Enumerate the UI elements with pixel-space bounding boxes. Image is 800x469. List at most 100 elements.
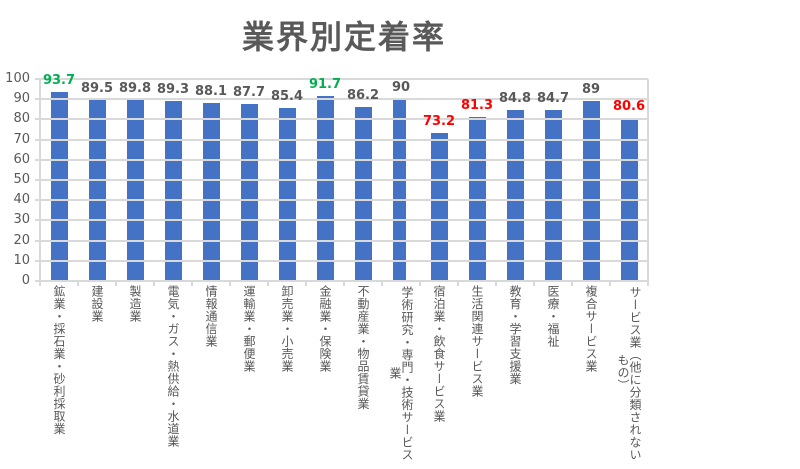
x-axis-tick xyxy=(571,281,573,286)
bar-value-label: 89 xyxy=(581,82,601,98)
x-axis-category-cell: 電気・ガス・熱供給・水道業 xyxy=(154,285,192,465)
y-axis-tick-label: 70 xyxy=(13,131,30,147)
gridline xyxy=(40,259,648,262)
y-axis-tick-label: 80 xyxy=(13,111,30,127)
x-axis-category-cell: 生活関連サービス業 xyxy=(458,285,496,465)
bar-value-label: 85.4 xyxy=(270,89,304,105)
y-axis-tick xyxy=(35,280,40,282)
chart-title: 業界別定着率 xyxy=(241,18,446,56)
gridline xyxy=(40,199,648,202)
bar xyxy=(240,103,258,281)
x-axis-category-label: 運輸業・郵便業 xyxy=(242,285,256,373)
bar-value-label: 89.3 xyxy=(156,81,190,97)
y-axis-tick xyxy=(35,98,40,101)
x-axis-category-cell: 鉱業・採石業・砂利採取業 xyxy=(40,285,78,465)
y-axis-tick xyxy=(35,78,40,80)
x-axis-category-label: 情報通信業 xyxy=(204,285,218,348)
x-axis-category-label: 製造業 xyxy=(128,285,142,323)
bar-value-label: 81.3 xyxy=(460,97,494,113)
y-axis-line xyxy=(39,79,41,283)
bar xyxy=(126,99,144,281)
y-axis-tick-label: 40 xyxy=(13,192,30,208)
y-axis-tick-label: 30 xyxy=(13,212,30,228)
x-axis-category-label: 金融業・保険業 xyxy=(318,285,332,373)
bar xyxy=(506,109,524,281)
x-axis-category-label: 鉱業・採石業・砂利採取業 xyxy=(52,285,66,435)
bar-value-label: 91.7 xyxy=(308,76,342,92)
x-axis-tick xyxy=(457,281,459,286)
x-axis-category-label: サービス業（他に分類されないもの） xyxy=(616,285,642,461)
x-axis-tick xyxy=(343,281,345,286)
bar xyxy=(164,100,182,281)
x-axis-tick xyxy=(115,281,117,286)
x-axis-tick xyxy=(609,281,611,286)
x-axis-category-cell: サービス業（他に分類されないもの） xyxy=(610,285,648,465)
gridline xyxy=(40,219,648,222)
gridline xyxy=(40,98,648,101)
x-axis-category-cell: 金融業・保険業 xyxy=(306,285,344,465)
gridline xyxy=(40,138,648,141)
x-axis-category-cell: 建設業 xyxy=(78,285,116,465)
gridline xyxy=(40,78,648,80)
x-axis-category-cell: 情報通信業 xyxy=(192,285,230,465)
y-axis-tick xyxy=(35,138,40,141)
x-axis-category-label: 医療・福祉 xyxy=(546,285,560,348)
x-axis-category-cell: 複合サービス業 xyxy=(572,285,610,465)
bar-value-label: 93.7 xyxy=(42,72,76,88)
x-axis-category-label: 生活関連サービス業 xyxy=(470,285,484,398)
bar-value-label: 84.7 xyxy=(536,90,570,106)
x-axis-category-label: 複合サービス業 xyxy=(584,285,598,373)
bar-value-label: 86.2 xyxy=(346,87,380,103)
x-axis-category-label: 不動産業・物品賃貸業 xyxy=(356,285,370,410)
bar-value-label: 89.5 xyxy=(80,81,114,97)
x-axis-tick xyxy=(419,281,421,286)
y-axis-tick-label: 100 xyxy=(5,71,30,86)
bar-value-label: 84.8 xyxy=(498,90,532,106)
x-axis-category-cell: 卸売業・小売業 xyxy=(268,285,306,465)
bar xyxy=(354,106,372,281)
x-axis-tick xyxy=(153,281,155,286)
gridline xyxy=(40,239,648,242)
x-axis-category-label: 建設業 xyxy=(90,285,104,323)
x-axis-tick xyxy=(533,281,535,286)
bar xyxy=(430,133,448,281)
y-axis-tick xyxy=(35,118,40,121)
bar xyxy=(278,108,296,281)
x-axis-tick xyxy=(77,281,79,286)
x-axis-category-cell: 教育・学習支援業 xyxy=(496,285,534,465)
y-axis-tick xyxy=(35,259,40,262)
gridline xyxy=(40,179,648,181)
y-axis-tick-label: 10 xyxy=(13,252,30,268)
gridline xyxy=(40,118,648,121)
y-axis: 0 10 20 30 40 50 60 70 80 90 100 xyxy=(0,71,32,288)
x-axis-category-cell: 不動産業・物品賃貸業 xyxy=(344,285,382,465)
y-axis-tick-label: 0 xyxy=(21,273,30,288)
y-axis-tick-label: 60 xyxy=(13,151,30,167)
x-axis-tick xyxy=(229,281,231,286)
bar-value-label: 80.6 xyxy=(612,99,646,115)
x-axis-category-labels: 鉱業・採石業・砂利採取業 建設業 製造業 電気・ガス・熱供給・水道業 情報通信業 運輸業・… xyxy=(40,285,648,465)
bar xyxy=(582,101,600,281)
bar-value-label: 87.7 xyxy=(232,84,266,100)
bar-value-label: 88.1 xyxy=(194,84,228,100)
x-axis-category-label: 宿泊業・飲食サービス業 xyxy=(432,285,446,423)
x-axis-category-label: 学術研究・専門・技術サービス業 xyxy=(388,285,414,461)
x-axis-category-label: 電気・ガス・熱供給・水道業 xyxy=(166,285,180,448)
bar-value-label: 89.8 xyxy=(118,80,152,96)
x-axis-category-cell: 製造業 xyxy=(116,285,154,465)
plot-border-right xyxy=(647,79,649,281)
x-axis-category-label: 教育・学習支援業 xyxy=(508,285,522,385)
bar xyxy=(316,95,334,281)
x-axis-tick xyxy=(647,281,649,286)
x-axis-tick xyxy=(495,281,497,286)
x-axis-tick xyxy=(267,281,269,286)
y-axis-tick-label: 20 xyxy=(13,232,30,248)
plot-area: 93.7 89.5 89.8 89.3 88.1 87.7 85.4 91.7 86.2 90 73… xyxy=(35,73,649,286)
bar xyxy=(544,109,562,281)
y-axis-tick xyxy=(35,179,40,181)
bar xyxy=(390,99,408,281)
x-axis-tick xyxy=(39,281,41,286)
x-axis-tick xyxy=(305,281,307,286)
bar xyxy=(202,103,220,281)
